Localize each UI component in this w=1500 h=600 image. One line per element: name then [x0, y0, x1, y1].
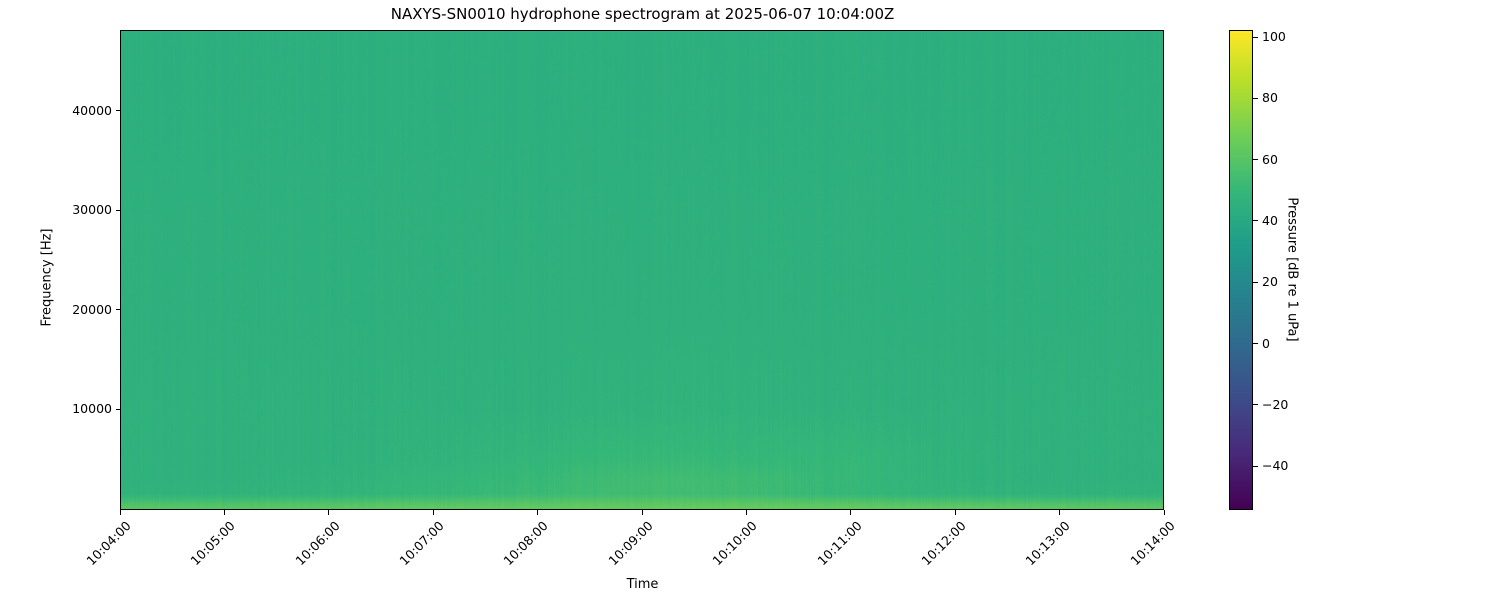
- colorbar-tick-mark: [1253, 159, 1258, 161]
- y-tick-label: 30000: [72, 202, 112, 218]
- colorbar-label: Pressure [dB re 1 uPa]: [1284, 197, 1300, 342]
- x-axis-label: Time: [626, 577, 659, 592]
- x-tick-mark: [641, 510, 643, 515]
- colorbar-tick-mark: [1253, 97, 1258, 99]
- colorbar-tick-label: 60: [1262, 151, 1278, 167]
- x-tick-mark: [745, 510, 747, 515]
- x-tick-label: 10:10:00: [709, 518, 761, 569]
- colorbar-tick-label: 100: [1262, 29, 1286, 45]
- y-tick-label: 40000: [72, 102, 112, 118]
- x-tick-mark: [954, 510, 956, 515]
- colorbar-tick-mark: [1253, 465, 1258, 467]
- y-tick-mark: [116, 110, 121, 112]
- colorbar-gradient: [1230, 31, 1252, 509]
- y-axis-label: Frequency [Hz]: [39, 228, 55, 327]
- x-tick-label: 10:08:00: [500, 518, 552, 569]
- x-tick-mark: [119, 510, 121, 515]
- y-tick-mark: [116, 408, 121, 410]
- colorbar-tick-label: −20: [1262, 396, 1289, 412]
- x-tick-mark: [432, 510, 434, 515]
- x-tick-label: 10:06:00: [292, 518, 343, 569]
- y-tick-label: 20000: [72, 301, 112, 317]
- x-tick-label: 10:07:00: [396, 518, 447, 569]
- colorbar-tick-label: 0: [1262, 335, 1270, 351]
- x-tick-mark: [1059, 510, 1061, 515]
- x-tick-label: 10:05:00: [187, 518, 239, 569]
- y-tick-mark: [116, 309, 121, 311]
- x-tick-label: 10:13:00: [1022, 518, 1074, 569]
- chart-title: NAXYS-SN0010 hydrophone spectrogram at 2…: [390, 5, 895, 23]
- x-tick-mark: [223, 510, 225, 515]
- colorbar-tick-label: 40: [1262, 212, 1278, 228]
- colorbar: [1229, 30, 1253, 510]
- colorbar-tick-mark: [1253, 220, 1258, 222]
- y-tick-mark: [116, 209, 121, 211]
- y-tick-label: 10000: [72, 401, 112, 417]
- colorbar-tick-mark: [1253, 343, 1258, 345]
- x-tick-label: 10:09:00: [605, 518, 656, 569]
- x-tick-label: 10:14:00: [1127, 518, 1178, 569]
- colorbar-tick-label: 20: [1262, 274, 1278, 290]
- x-tick-label: 10:12:00: [918, 518, 969, 569]
- colorbar-tick-label: 80: [1262, 90, 1278, 106]
- x-tick-mark: [328, 510, 330, 515]
- x-tick-label: 10:04:00: [83, 518, 134, 569]
- colorbar-tick-mark: [1253, 281, 1258, 283]
- x-tick-mark: [1163, 510, 1165, 515]
- colorbar-tick-mark: [1253, 404, 1258, 406]
- colorbar-tick-mark: [1253, 36, 1258, 38]
- plot-area: [120, 30, 1164, 510]
- spectrogram-image: [121, 31, 1163, 509]
- colorbar-tick-label: −40: [1262, 458, 1289, 474]
- x-tick-mark: [850, 510, 852, 515]
- x-tick-mark: [537, 510, 539, 515]
- x-tick-label: 10:11:00: [814, 518, 865, 569]
